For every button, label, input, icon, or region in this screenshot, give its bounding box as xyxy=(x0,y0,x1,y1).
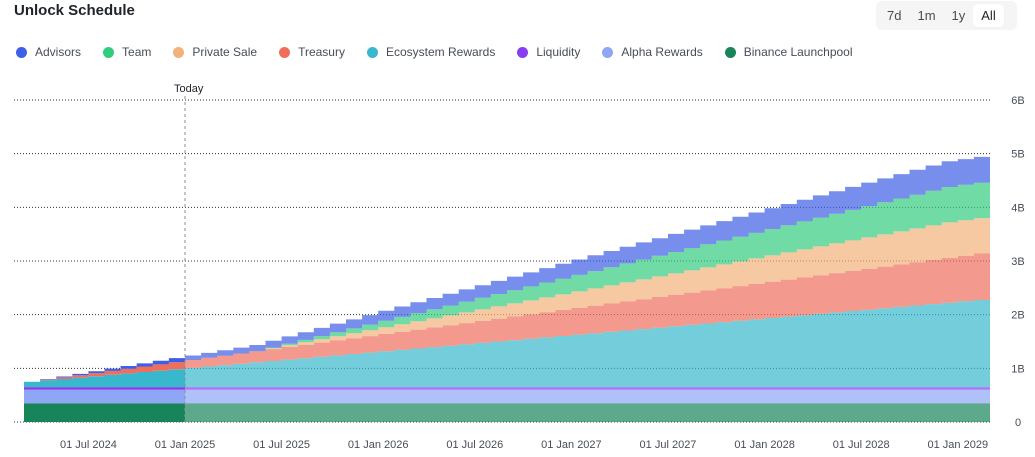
legend-label: Alpha Rewards xyxy=(621,45,703,59)
legend-item-ecosystem-rewards[interactable]: Ecosystem Rewards xyxy=(366,45,496,59)
today-layer: Today xyxy=(174,83,204,422)
area-treasury-future[interactable] xyxy=(24,251,990,381)
area-alpha-rewards-past[interactable] xyxy=(24,389,990,404)
today-label: Today xyxy=(174,83,204,95)
area-alpha-rewards-future[interactable] xyxy=(24,389,990,404)
y-tick-label: 3B xyxy=(1011,256,1024,268)
legend-item-private-sale[interactable]: Private Sale xyxy=(173,45,257,59)
y-tick-label: 2B xyxy=(1011,310,1024,322)
y-tick-label: 1B xyxy=(1011,363,1024,375)
legend-dot-icon xyxy=(103,46,115,58)
x-tick-label: 01 Jul 2024 xyxy=(60,439,117,451)
legend-label: Ecosystem Rewards xyxy=(385,45,496,59)
legend-dot-icon xyxy=(602,46,614,58)
range-7d-button[interactable]: 7d xyxy=(887,8,902,23)
x-tick-label: 01 Jul 2026 xyxy=(446,439,503,451)
legend-label: Advisors xyxy=(35,45,82,59)
legend-dot-icon xyxy=(16,46,27,58)
area-advisors-future[interactable] xyxy=(24,154,990,382)
x-tick-label: 01 Jul 2025 xyxy=(253,439,310,451)
area-layer xyxy=(24,154,990,422)
legend-dot-icon xyxy=(279,46,291,58)
legend-dot-icon xyxy=(517,46,529,58)
time-range-selector: 7d 1m 1y All xyxy=(876,1,1017,30)
page-title: Unlock Schedule xyxy=(14,2,135,19)
area-ecosystem-rewards-future[interactable] xyxy=(24,298,990,388)
legend-label: Team xyxy=(122,45,152,59)
y-axis: 0 1B 2B 3B 4B 5B 6B xyxy=(1011,95,1024,429)
x-axis: 01 Jul 2024 01 Jan 2025 01 Jul 2025 01 Jan … xyxy=(60,439,988,451)
range-all-button[interactable]: All xyxy=(973,4,1004,27)
legend-item-advisors[interactable]: Advisors xyxy=(16,45,81,59)
legend-item-alpha-rewards[interactable]: Alpha Rewards xyxy=(602,45,703,59)
legend-dot-icon xyxy=(724,46,736,58)
area-binance-launchpool-past[interactable] xyxy=(24,403,990,422)
legend-label: Liquidity xyxy=(536,45,581,59)
area-ecosystem-rewards-past[interactable] xyxy=(24,299,990,388)
area-liquidity-future[interactable] xyxy=(24,387,990,390)
legend-label: Private Sale xyxy=(192,45,258,59)
area-liquidity-past[interactable] xyxy=(24,387,990,390)
x-tick-label: 01 Jan 2025 xyxy=(155,439,216,451)
y-tick-label: 6B xyxy=(1011,95,1024,107)
legend-item-liquidity[interactable]: Liquidity xyxy=(517,45,580,59)
x-tick-label: 01 Jul 2027 xyxy=(640,439,697,451)
legend-dot-icon xyxy=(173,46,185,58)
x-tick-label: 01 Jan 2029 xyxy=(928,439,989,451)
x-tick-label: 01 Jan 2026 xyxy=(348,439,409,451)
legend-label: Treasury xyxy=(298,45,345,59)
y-tick-label: 4B xyxy=(1011,202,1024,214)
x-tick-label: 01 Jan 2028 xyxy=(734,439,795,451)
area-advisors-past[interactable] xyxy=(24,155,990,382)
legend-item-team[interactable]: Team xyxy=(103,45,151,59)
range-1y-button[interactable]: 1y xyxy=(951,8,966,23)
range-1m-button[interactable]: 1m xyxy=(917,8,936,23)
y-tick-label: 0 xyxy=(1015,417,1021,429)
area-binance-launchpool-future[interactable] xyxy=(24,403,990,422)
legend-item-treasury[interactable]: Treasury xyxy=(279,45,345,59)
y-tick-label: 5B xyxy=(1011,149,1024,161)
legend-item-binance-launchpool[interactable]: Binance Launchpool xyxy=(724,45,853,59)
chart-legend: Advisors Team Private Sale Treasury Ecos… xyxy=(16,45,875,59)
x-tick-label: 01 Jul 2028 xyxy=(833,439,890,451)
x-tick-label: 01 Jan 2027 xyxy=(541,439,602,451)
legend-label: Binance Launchpool xyxy=(743,45,853,59)
legend-dot-icon xyxy=(366,46,378,58)
